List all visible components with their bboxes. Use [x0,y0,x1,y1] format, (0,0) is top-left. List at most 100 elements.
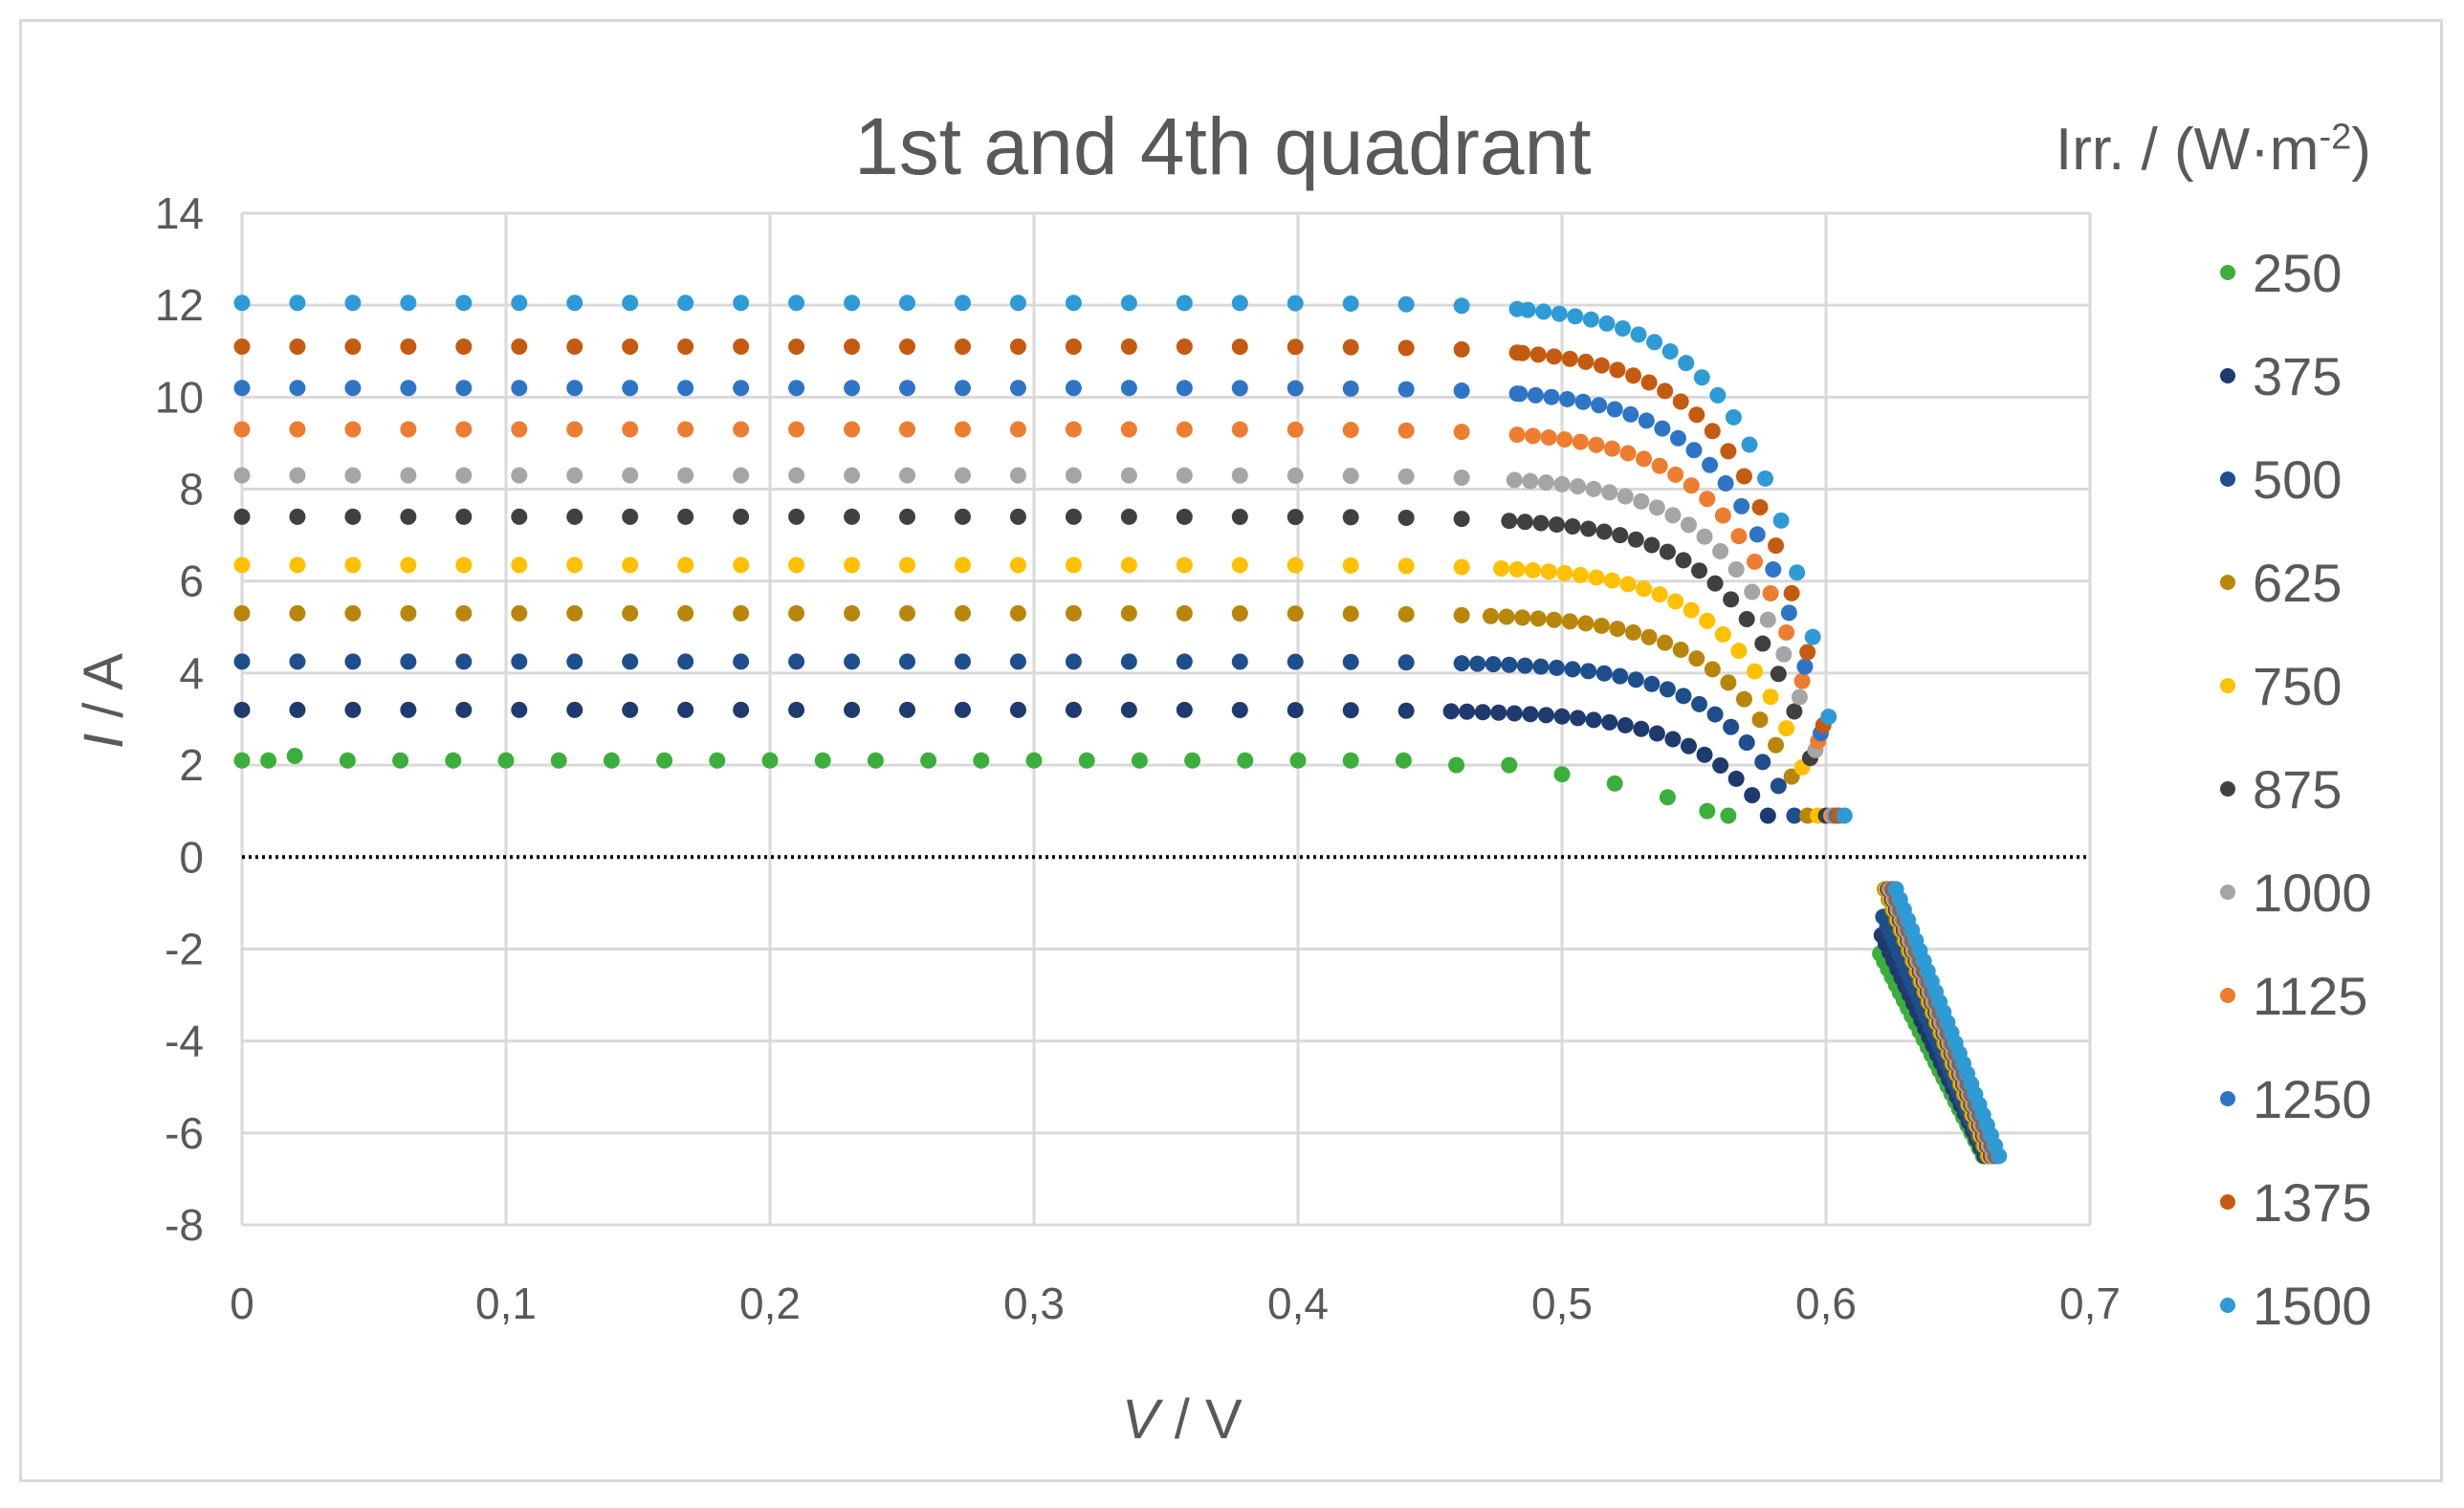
point-1500 [1804,628,1821,645]
point-875 [1627,531,1644,548]
point-1375 [1287,339,1304,356]
point-1250 [1669,429,1686,447]
legend-marker-icon [2220,368,2235,383]
point-625 [1561,613,1578,630]
legend-title: Irr. / (W·m-2) [2056,117,2371,183]
point-625 [1720,674,1737,691]
point-1125 [1397,422,1415,439]
point-750 [1120,557,1137,574]
point-875 [1706,575,1724,592]
x-tick-label: 0,1 [475,1279,537,1328]
point-1000 [400,467,417,484]
point-500 [622,653,639,670]
point-1250 [1176,380,1193,397]
legend-marker-icon [2220,471,2235,487]
chart-title: 1st and 4th quadrant [854,101,1592,191]
point-875 [344,508,362,525]
point-750 [1342,557,1359,574]
point-750 [1065,557,1082,574]
point-1250 [1397,381,1415,398]
point-1250 [677,380,694,397]
point-1125 [566,421,583,438]
point-875 [455,508,473,525]
point-375 [1712,757,1729,775]
point-500 [1342,653,1359,670]
point-1000 [1287,467,1304,484]
point-1000 [1009,467,1026,484]
point-500 [1675,688,1692,705]
point-750 [1730,643,1748,660]
point-1125 [233,421,251,438]
point-1250 [1606,401,1623,418]
legend-item: 625 [2220,544,2342,621]
point-375 [1522,706,1539,723]
x-tick-label: 0,4 [1267,1279,1329,1328]
point-1500 [455,295,473,312]
point-375 [622,701,639,718]
point-1375 [844,338,861,355]
point-750 [677,557,694,574]
point-750 [289,557,306,574]
point-375 [1474,704,1491,721]
legend-marker-icon [2220,1298,2235,1313]
x-axis-title: V / V [1122,1388,1243,1451]
point-1250 [788,380,805,397]
point-875 [511,508,528,525]
point-500 [1706,706,1724,723]
point-1000 [289,467,306,484]
point-500 [1643,675,1661,692]
point-1250 [1065,380,1082,397]
point-875 [289,508,306,525]
point-1250 [1733,497,1750,514]
point-1000 [233,467,251,484]
point-250 [497,752,515,769]
point-1375 [511,338,528,355]
point-250 [392,752,409,769]
point-1375 [1799,644,1816,661]
point-500 [1564,661,1581,678]
point-1500 [954,295,971,312]
point-1125 [1120,421,1137,438]
point-625 [1009,604,1026,622]
point-1125 [1287,421,1304,438]
point-1000 [1453,470,1470,487]
point-750 [1762,688,1779,706]
point-875 [1738,610,1755,627]
point-1500 [1567,308,1584,325]
point-375 [1176,701,1193,718]
point-1250 [1702,456,1719,473]
point-500 [844,653,861,670]
point-1250 [1559,390,1576,407]
point-875 [1595,523,1613,540]
point-250 [1131,752,1148,769]
point-1125 [455,421,473,438]
point-500 [677,653,694,670]
point-750 [1778,720,1795,737]
point-1375 [233,338,251,355]
legend-label: 625 [2253,552,2343,613]
point-875 [677,508,694,525]
point-1125 [289,421,306,438]
point-500 [1009,653,1026,670]
point-1125 [400,421,417,438]
point-750 [1699,612,1716,629]
point-625 [1120,604,1137,622]
point-375 [1553,708,1571,725]
point-750 [1683,601,1700,619]
point-1500 [1757,470,1774,487]
point-1500 [511,295,528,312]
point-500 [1287,653,1304,670]
gridlines [240,211,2092,1227]
point-625 [344,604,362,622]
point-375 [1342,702,1359,719]
point-375 [1287,702,1304,719]
point-1000 [1537,474,1554,492]
point-625 [1577,615,1595,632]
point-1375 [899,338,916,355]
point-375 [1759,807,1776,824]
point-625 [1514,609,1531,626]
legend-marker-icon [2220,678,2235,693]
point-500 [1065,653,1082,670]
point-625 [1453,606,1470,623]
point-1125 [1556,431,1573,448]
